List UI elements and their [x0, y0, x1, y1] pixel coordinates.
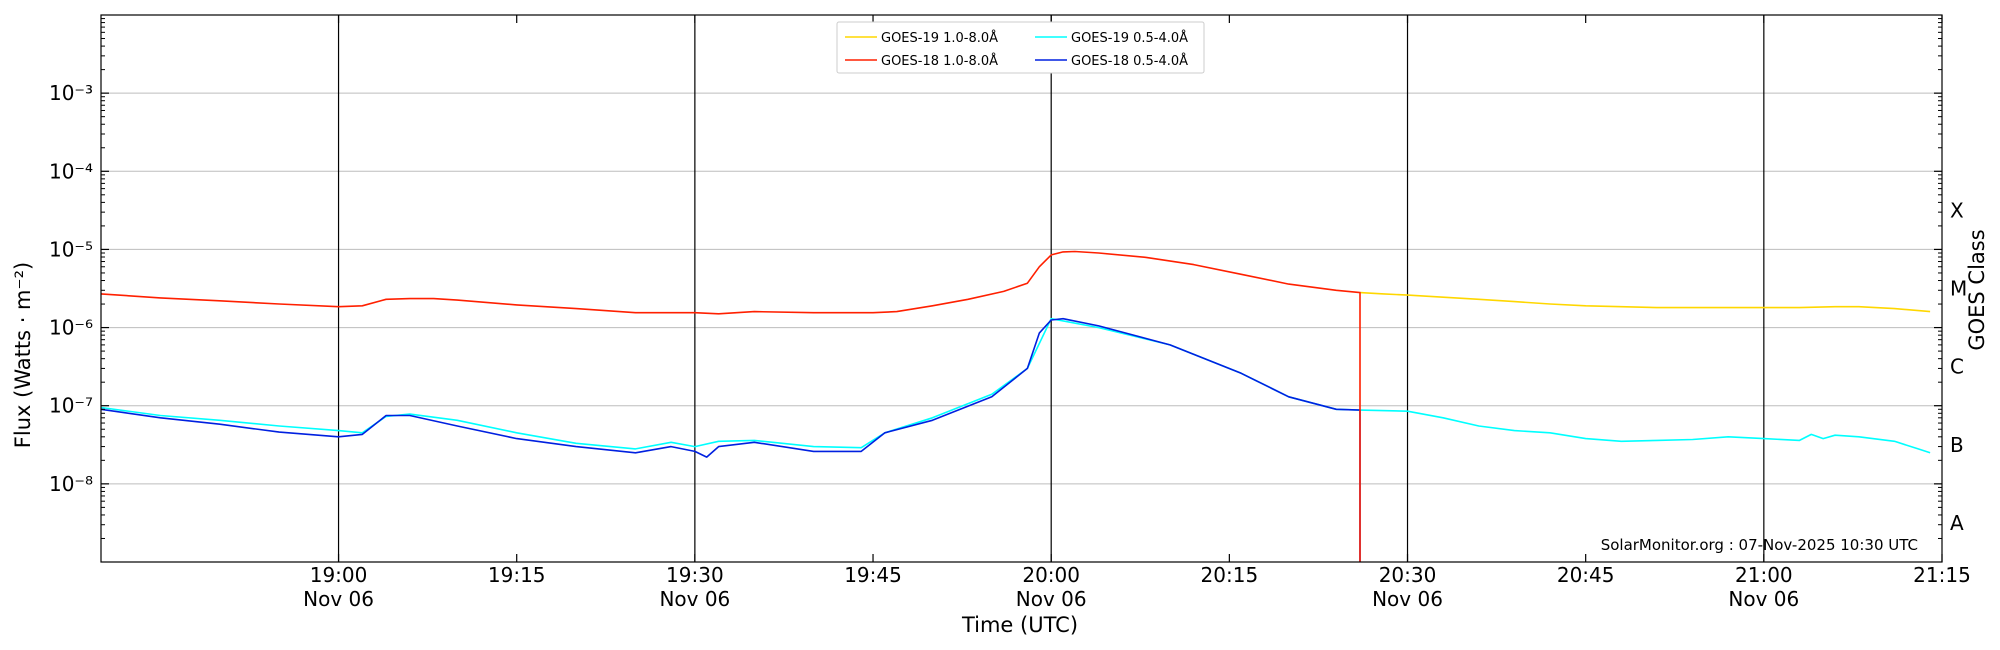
legend-label: GOES-19 0.5-4.0Å: [1071, 30, 1188, 46]
y-tick-label: 10⁻⁷: [49, 394, 93, 418]
grid-lines: [101, 92, 1942, 485]
x-tick-label: 19:30: [666, 563, 724, 587]
y-tick-label: 10⁻³: [49, 81, 93, 105]
x-tick-label: 20:15: [1201, 563, 1259, 587]
legend-label: GOES-18 0.5-4.0Å: [1071, 53, 1188, 69]
goes-class-label: A: [1950, 511, 1964, 535]
series-line: [100, 317, 1361, 562]
x-tick-label: 20:30: [1379, 563, 1437, 587]
legend-box: [836, 21, 1205, 74]
legend-label: GOES-18 1.0-8.0Å: [881, 53, 998, 69]
legend-label: GOES-19 1.0-8.0Å: [881, 30, 998, 46]
x-tick-label: 19:15: [488, 563, 546, 587]
time-gridlines: [337, 15, 1765, 562]
series-line: [1359, 291, 1931, 313]
y-tick-label: 10⁻⁶: [49, 316, 93, 340]
legend: GOES-19 1.0-8.0Å GOES-18 1.0-8.0Å GOES-19 …: [836, 21, 1205, 74]
x-tick-label: 19:00: [310, 563, 368, 587]
y-tick-label: 10⁻⁴: [49, 159, 93, 183]
series-line: [100, 317, 1931, 454]
goes-class-label: B: [1950, 433, 1964, 457]
source-annotation: SolarMonitor.org : 07-Nov-2025 10:30 UTC: [1601, 536, 1918, 554]
x-axis-label: Time (UTC): [961, 613, 1078, 637]
x-tick-date: Nov 06: [303, 587, 374, 611]
x-tick-label: 21:00: [1735, 563, 1793, 587]
x-tick-date: Nov 06: [1016, 587, 1087, 611]
x-tick-label: 20:45: [1557, 563, 1615, 587]
series-line: [100, 250, 1361, 562]
x-tick-date: Nov 06: [1728, 587, 1799, 611]
plot-frame: [100, 14, 1943, 563]
x-tick-date: Nov 06: [1372, 587, 1443, 611]
x-tick-date: Nov 06: [659, 587, 730, 611]
goes-class-label: C: [1950, 355, 1964, 379]
goes-class-label: X: [1950, 198, 1964, 222]
y-tick-label: 10⁻⁸: [49, 472, 93, 496]
x-tick-label: 21:15: [1913, 563, 1971, 587]
y-tick-label: 10⁻⁵: [49, 237, 93, 261]
y-axis-label: Flux (Watts · m⁻²): [11, 262, 35, 448]
x-tick-label: 20:00: [1022, 563, 1080, 587]
right-axis-label: GOES Class: [1965, 229, 1989, 350]
x-tick-label: 19:45: [844, 563, 902, 587]
series-lines: [100, 250, 1931, 562]
goes-class-label: M: [1950, 277, 1967, 301]
